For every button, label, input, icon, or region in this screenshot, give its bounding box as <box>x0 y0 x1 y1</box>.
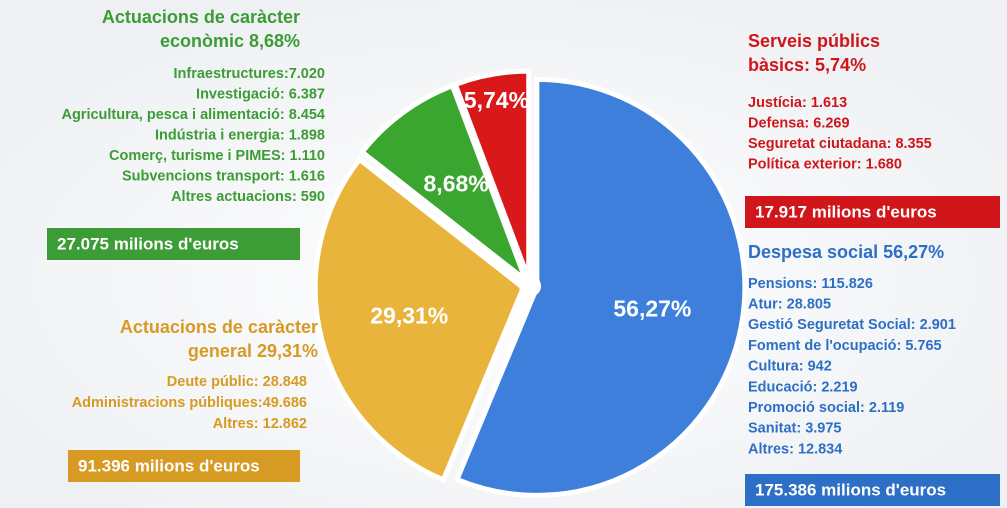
panel-item: Foment de l'ocupació: 5.765 <box>748 338 942 354</box>
panel-item: Infraestructures:7.020 <box>173 66 325 82</box>
slice-label: 8,68% <box>424 170 489 196</box>
panel-title: Despesa social 56,27% <box>748 242 944 262</box>
panel-item: Indústria i energia: 1.898 <box>155 127 325 143</box>
panel-item: Educació: 2.219 <box>748 379 858 395</box>
pie-slice <box>312 155 527 484</box>
slice-label: 5,74% <box>464 87 529 113</box>
panel-item: Atur: 28.805 <box>748 297 831 313</box>
total-box <box>745 196 1000 228</box>
panel-item: Deute públic: 28.848 <box>167 374 307 390</box>
panel-item: Justícia: 1.613 <box>748 95 847 111</box>
panel-title: bàsics: 5,74% <box>748 55 866 75</box>
pie-center <box>519 275 541 297</box>
total-label: 17.917 milions d'euros <box>755 202 937 221</box>
pie-slice <box>358 82 532 288</box>
total-label: 91.396 milions d'euros <box>78 456 260 475</box>
panel-item: Administracions públiques:49.686 <box>72 395 307 411</box>
panel-item: Seguretat ciutadana: 8.355 <box>748 136 932 152</box>
total-label: 27.075 milions d'euros <box>57 234 239 253</box>
panel-item: Comerç, turisme i PIMES: 1.110 <box>109 148 325 164</box>
slice-label: 56,27% <box>613 296 691 322</box>
panel-item: Altres: 12.834 <box>748 441 842 457</box>
slice-label: 29,31% <box>370 303 448 329</box>
panel-title: econòmic 8,68% <box>160 31 300 51</box>
panel-item: Cultura: 942 <box>748 359 832 375</box>
panel-item: Política exterior: 1.680 <box>748 156 902 172</box>
panel-item: Gestió Seguretat Social: 2.901 <box>748 317 956 333</box>
total-label: 175.386 milions d'euros <box>755 480 946 499</box>
panel-item: Pensions: 115.826 <box>748 276 873 292</box>
panel-item: Altres actuacions: 590 <box>171 189 325 205</box>
panel-item: Altres: 12.862 <box>213 416 307 432</box>
panel-title: Actuacions de caràcter <box>102 7 300 27</box>
panel-item: Agricultura, pesca i alimentació: 8.454 <box>61 107 325 123</box>
total-box <box>68 450 300 482</box>
pie-slice <box>452 68 532 280</box>
pie: 56,27% 29,31% 8,68% 5,74% <box>312 68 748 498</box>
pie-slice <box>453 76 748 498</box>
panel-item: Subvencions transport: 1.616 <box>122 168 325 184</box>
panel-item: Defensa: 6.269 <box>748 115 850 131</box>
total-box <box>47 228 300 260</box>
panel-title: Actuacions de caràcter <box>120 317 318 337</box>
panels: Despesa social 56,27% Pensions: 115.826 At… <box>47 7 1000 506</box>
panel-item: Promoció social: 2.119 <box>748 400 904 416</box>
total-box <box>745 474 1000 506</box>
panel-title: general 29,31% <box>188 341 318 361</box>
panel-title: Serveis públics <box>748 31 880 51</box>
panel-item: Investigació: 6.387 <box>196 86 325 102</box>
panel-item: Sanitat: 3.975 <box>748 421 842 437</box>
